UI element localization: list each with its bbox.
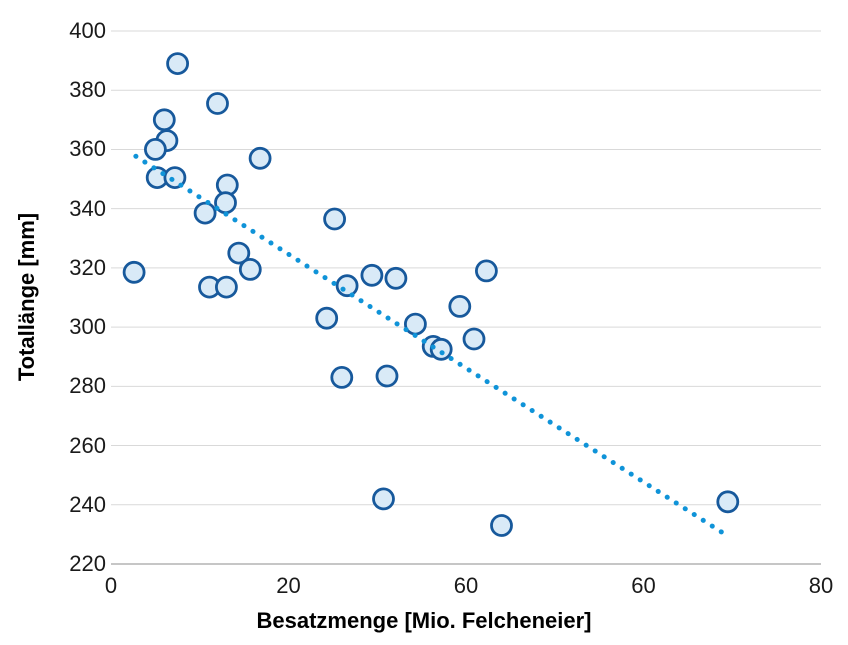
x-axis-tick-label: 20 <box>276 573 301 598</box>
data-point-marker <box>335 274 359 298</box>
data-point-marker <box>384 266 408 290</box>
y-axis-tick-label: 220 <box>69 551 106 576</box>
y-axis-tick-label: 260 <box>69 432 106 458</box>
data-point-marker <box>474 259 498 283</box>
y-axis-tick-label: 320 <box>69 254 106 280</box>
data-point-marker <box>166 52 190 75</box>
data-point-marker <box>429 337 453 361</box>
data-point-marker <box>163 166 187 190</box>
data-point-marker <box>375 364 399 388</box>
y-axis-tick-label: 340 <box>69 195 106 221</box>
y-axis-tick-label: 240 <box>69 491 106 517</box>
y-axis-tick-label: 400 <box>69 18 106 43</box>
data-point-marker <box>490 514 513 537</box>
data-point-marker <box>448 294 472 318</box>
x-axis-tick-label: 60 <box>453 573 479 598</box>
data-point-marker <box>227 241 251 265</box>
trendline <box>133 153 728 537</box>
y-axis-tick-label: 360 <box>69 136 106 162</box>
data-point-marker <box>462 327 486 351</box>
data-point-marker <box>143 137 167 161</box>
y-axis-tick-label: 300 <box>69 314 106 340</box>
data-point-marker <box>238 257 262 281</box>
data-point-marker <box>315 306 339 330</box>
y-axis-tick-label: 280 <box>69 373 106 399</box>
data-point-marker <box>206 92 229 115</box>
y-axis-tick-label: 380 <box>69 77 106 103</box>
data-point-marker <box>152 108 176 132</box>
data-point-marker <box>214 275 238 299</box>
data-point-marker <box>248 146 272 170</box>
x-axis-tick-label: 80 <box>808 573 834 598</box>
data-point-marker <box>323 207 347 231</box>
data-point-marker <box>403 312 427 336</box>
x-axis-tick-label: 0 <box>104 573 118 598</box>
data-point-marker <box>716 490 740 514</box>
y-axis-title: Totallänge [mm] <box>14 212 39 382</box>
data-point-marker <box>193 201 217 225</box>
x-axis-title: Besatzmenge [Mio. Felcheneier] <box>256 608 592 633</box>
x-axis-tick-label: 60 <box>631 573 656 598</box>
data-point-marker <box>360 263 384 287</box>
data-point-marker <box>330 365 354 389</box>
data-point-marker <box>122 260 146 284</box>
data-point-marker <box>372 487 395 511</box>
